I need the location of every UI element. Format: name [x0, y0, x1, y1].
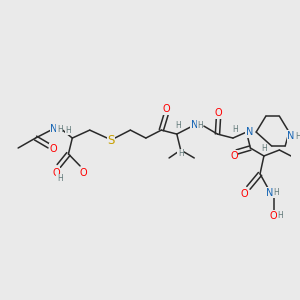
Text: O: O — [230, 151, 238, 161]
Text: N: N — [190, 120, 198, 130]
Text: O: O — [270, 211, 278, 221]
Text: H: H — [295, 132, 300, 141]
Text: O: O — [79, 168, 87, 178]
Text: H: H — [178, 149, 184, 158]
Text: O: O — [214, 108, 222, 118]
Text: H: H — [57, 174, 63, 183]
Text: O: O — [52, 168, 60, 178]
Text: S: S — [107, 134, 115, 146]
Text: H: H — [278, 211, 283, 220]
Text: H: H — [57, 124, 63, 134]
Text: H: H — [175, 121, 181, 130]
Text: N: N — [50, 124, 58, 134]
Text: O: O — [49, 144, 57, 154]
Text: O: O — [162, 104, 170, 114]
Text: H: H — [261, 143, 267, 152]
Text: H: H — [232, 124, 238, 134]
Text: H: H — [274, 188, 279, 197]
Text: N: N — [246, 127, 253, 137]
Text: N: N — [287, 131, 295, 141]
Text: H: H — [66, 126, 71, 135]
Text: H: H — [197, 121, 203, 130]
Text: N: N — [266, 188, 273, 198]
Text: O: O — [241, 189, 248, 199]
